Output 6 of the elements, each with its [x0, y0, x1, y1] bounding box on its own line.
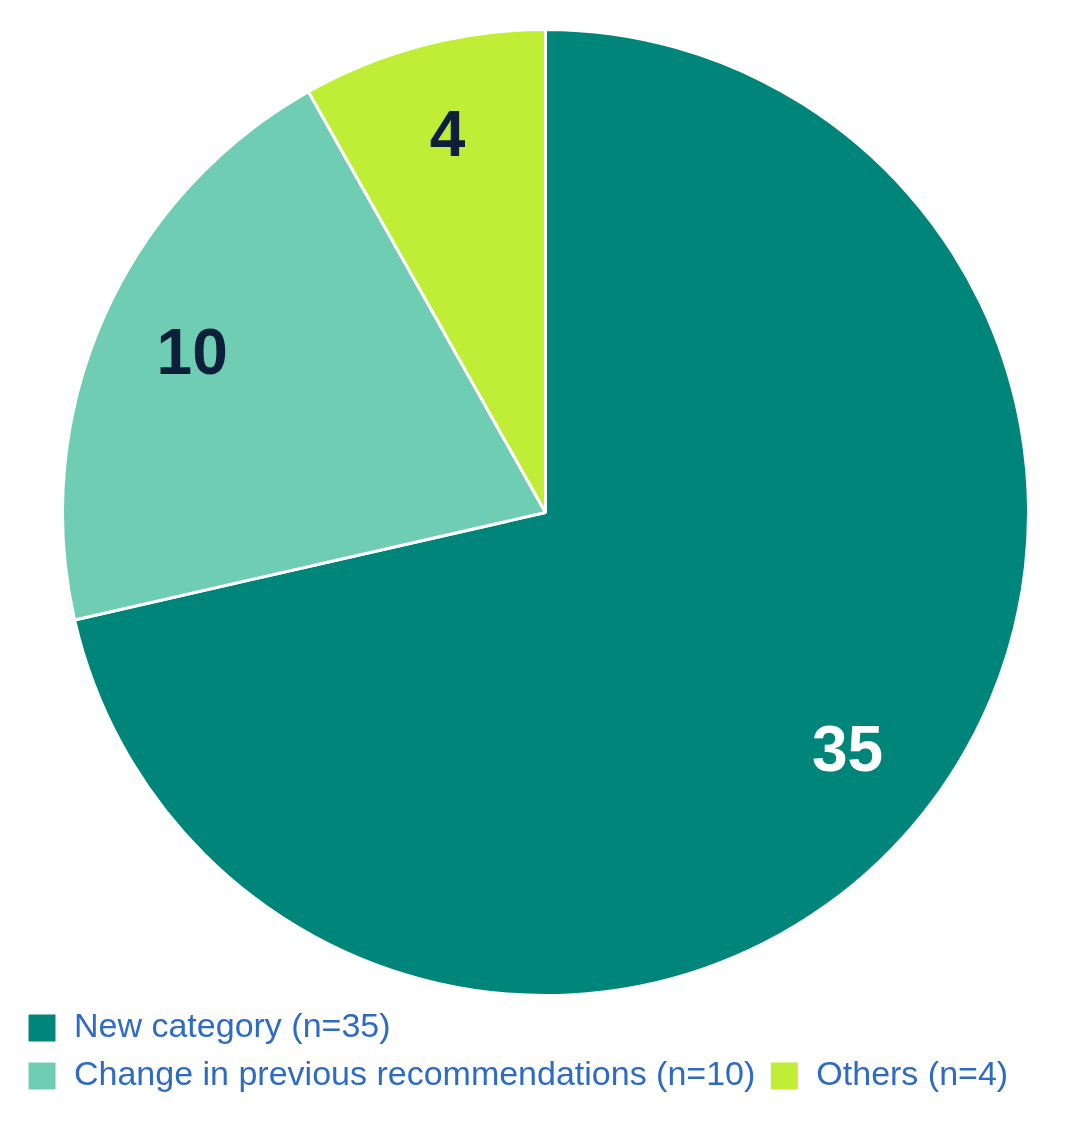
- data-label: 35: [812, 713, 884, 786]
- data-label: 10: [156, 315, 228, 388]
- legend-label: New category (n=35): [74, 1006, 391, 1045]
- legend-label: Change in previous recommendations (n=10): [74, 1054, 756, 1093]
- legend-label: Others (n=4): [816, 1054, 1009, 1093]
- data-label: 4: [429, 98, 466, 171]
